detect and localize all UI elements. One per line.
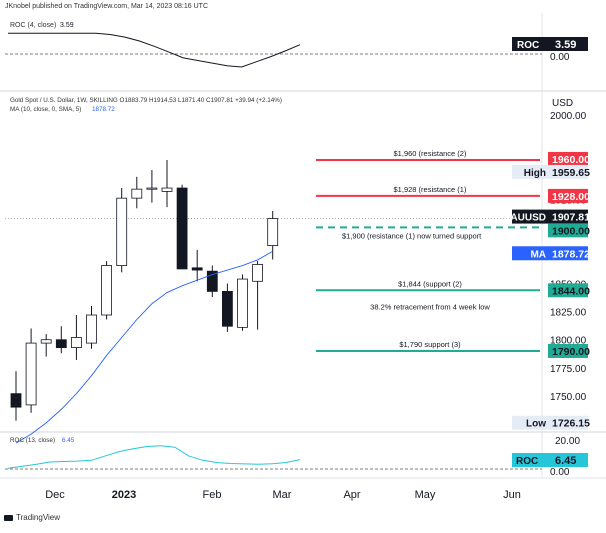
axis-tag-value: 1960.00	[552, 154, 590, 166]
candle-body	[146, 187, 158, 190]
axis-tag-value: 1928.00	[552, 191, 590, 203]
axis-tag-label-bg	[512, 164, 548, 179]
candle-body	[86, 314, 97, 344]
axis-tag-label-bg	[512, 415, 548, 430]
axis-tag-label: High	[524, 168, 546, 179]
x-tick-label: Dec	[45, 489, 65, 501]
main-legend-ohlc: Gold Spot / U.S. Dollar, 1W, SKILLING O1…	[10, 97, 282, 104]
x-tick-label: 2023	[112, 489, 136, 501]
y-tick-label: 2000.00	[550, 111, 587, 122]
roc-top-value: 3.59	[555, 39, 576, 51]
axis-tag-value: 1790.00	[552, 346, 590, 358]
candle-body	[191, 267, 203, 271]
x-tick-label: May	[415, 489, 436, 501]
axis-tag-value: 1878.72	[552, 248, 590, 260]
footer-brand-text: TradingView	[16, 513, 61, 522]
axis-tag-value: 1844.00	[552, 285, 590, 297]
axis-tag-value: 1900.00	[552, 225, 590, 237]
ma-legend-value: 1878.72	[92, 106, 115, 113]
candle-body	[131, 188, 143, 199]
x-tick-label: Apr	[343, 489, 360, 501]
price-axis-tags: 1960.00 High 1959.65 1928.00 XAUUSD 1907.8119…	[504, 151, 590, 430]
axis-tag-label: Low	[526, 419, 546, 430]
candle-body	[176, 187, 188, 270]
roc-bottom-value: 6.45	[555, 455, 576, 467]
currency-label: USD	[552, 98, 573, 109]
roc-bottom-tag-label: ROC	[516, 456, 538, 467]
horizontal-levels: $1,960 (resistance (2) $1,928 (resistance…	[316, 149, 540, 352]
y-tick-label: 1825.00	[550, 308, 587, 319]
x-tick-label: Jun	[503, 489, 521, 501]
roc-bottom-label: ROC (13, close)	[10, 437, 55, 444]
axis-tag-value: 1726.15	[552, 418, 590, 430]
candle-body	[252, 264, 264, 282]
candle-body	[10, 393, 22, 408]
roc-top-value-bg	[548, 37, 588, 51]
roc-top-label: ROC (4, close)	[10, 22, 56, 29]
axis-tag-bg	[548, 415, 588, 430]
roc-bottom-zero-tick: 0.00	[550, 467, 570, 478]
axis-tag-label: XAUUSD	[504, 213, 546, 224]
roc-top-tag-label: ROC	[517, 40, 539, 51]
axis-tag-bg	[548, 343, 588, 358]
candle-body	[55, 339, 67, 348]
ma-line	[15, 250, 273, 444]
level-label-secondary: 38.2% retracement from 4 week low	[370, 302, 490, 311]
x-tick-label: Mar	[273, 489, 292, 501]
level-label: $1,960 (resistance (2)	[394, 149, 467, 158]
axis-tag-bg	[548, 188, 588, 203]
candle-body	[116, 197, 128, 266]
axis-tag-bg	[548, 164, 588, 179]
candle-body	[161, 187, 173, 192]
roc-top-zero-tick: 0.00	[550, 52, 570, 63]
level-label: $1,928 (resistance (1)	[394, 185, 467, 194]
level-label: $1,844 (support (2)	[398, 279, 462, 288]
axis-tag-value: 1907.81	[552, 212, 590, 224]
y-tick-label: 1775.00	[550, 364, 587, 375]
candle-body	[71, 337, 82, 348]
publisher-credit: JKnobel published on TradingView.com, Ma…	[5, 3, 208, 10]
roc-bottom-value-bg	[548, 453, 588, 467]
roc-bottom-tag-bg	[512, 453, 548, 467]
axis-tag-bg	[548, 283, 588, 298]
level-label: $1,790 support (3)	[399, 340, 461, 349]
axis-tag-label-bg	[512, 209, 548, 224]
tradingview-logo-icon	[4, 514, 13, 521]
candle-body	[267, 218, 279, 246]
axis-tag-bg	[548, 151, 588, 166]
roc-top-tag-bg	[512, 37, 548, 51]
ma-legend-label: MA (10, close, 0, SMA, 5)	[10, 106, 81, 113]
roc-bottom-top-tick: 20.00	[555, 436, 580, 447]
candle-body	[237, 278, 248, 328]
roc-bottom-series-line	[7, 445, 301, 469]
roc-bottom-legend-value: 6.45	[62, 437, 75, 444]
axis-tag-value: 1959.65	[552, 167, 590, 179]
roc-top-legend-value: 3.59	[60, 22, 74, 29]
roc-top-series-line	[8, 32, 301, 68]
time-axis-labels: Dec 2023 Feb Mar Apr May Jun	[45, 489, 521, 501]
candle-body	[221, 291, 233, 327]
axis-tag-label-bg	[512, 246, 548, 261]
axis-tag-label: MA	[530, 249, 546, 260]
x-tick-label: Feb	[203, 489, 222, 501]
candlesticks	[10, 159, 279, 421]
candle-body	[40, 339, 52, 344]
y-tick-label: 1750.00	[550, 392, 587, 403]
axis-tag-bg	[548, 223, 588, 238]
footer-brand: TradingView	[4, 513, 60, 522]
axis-tag-bg	[548, 246, 588, 261]
candle-body	[25, 342, 37, 406]
y-tick-label: 1800.00	[550, 336, 587, 347]
axis-tag-bg	[548, 209, 588, 224]
candle-body	[101, 265, 112, 316]
level-label: $1,900 (resistance (1) now turned suppor…	[342, 231, 482, 240]
candle-body	[206, 270, 218, 292]
